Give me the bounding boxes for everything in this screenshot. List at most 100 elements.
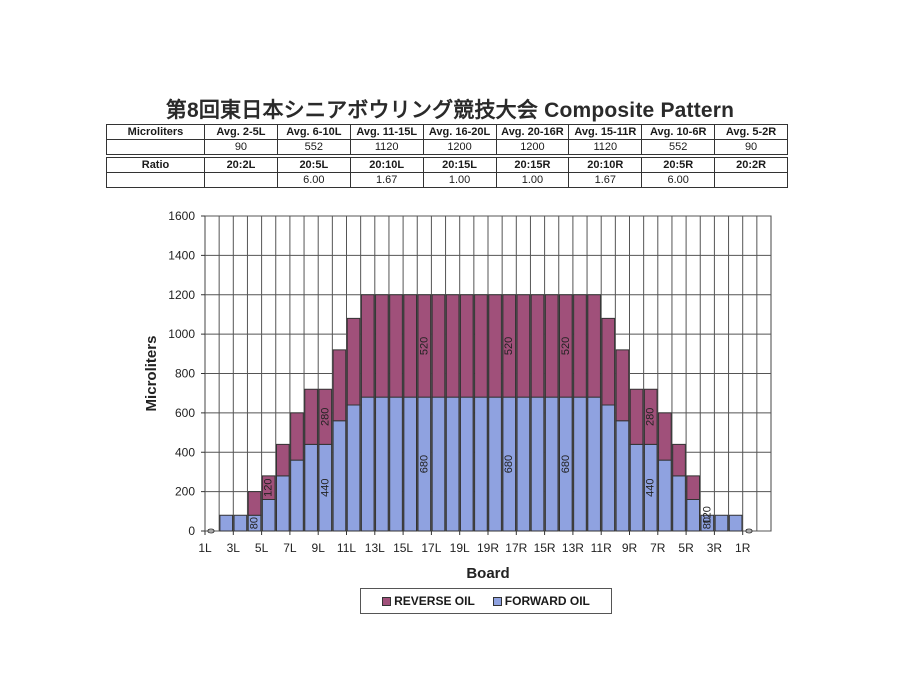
bar-reverse-13R [587,294,601,398]
x-tick-label: 5R [678,541,694,555]
bar-forward-8R [658,459,672,532]
data-label: 520 [503,337,515,355]
zero-value-label: 0 [744,528,755,534]
legend-item-forward: FORWARD OIL [492,594,590,608]
bar-forward-16R [544,396,559,532]
bar-forward-7L [290,459,304,532]
data-label: 440 [319,479,331,497]
table-cell: 552 [641,139,716,155]
bar-forward-3R [728,514,743,532]
bar-reverse-12L [360,294,375,398]
bar-forward-15L [403,396,418,532]
x-tick-label: 1L [198,541,212,555]
x-tick-label: 3R [707,541,723,555]
y-tick-label: 0 [188,524,195,538]
table-row-label: Ratio [106,157,205,173]
bar-forward-14L [389,396,403,532]
bar-reverse-6R [686,475,700,500]
table-row: 90 552 1120 1200 1200 1120 552 90 [106,139,788,155]
x-tick-label: 17L [421,541,441,555]
bar-reverse-18R [516,294,531,398]
table-header-cell: Avg. 20-16R [495,124,570,140]
data-label: 80 [249,517,261,529]
y-tick-label: 1400 [168,248,195,262]
bar-reverse-14R [573,294,587,398]
data-label: 80 [701,517,713,529]
bar-forward-12R [601,404,616,532]
y-tick-label: 1000 [168,327,195,341]
x-tick-label: 7R [650,541,666,555]
data-label: 680 [418,455,430,473]
x-tick-label: 9R [622,541,638,555]
y-tick-label: 600 [175,406,195,420]
legend-swatch-reverse [382,596,392,606]
bar-forward-19L [459,396,474,532]
x-tick-label: 19R [477,541,499,555]
bar-forward-17R [530,396,545,532]
bar-reverse-8L [304,388,318,445]
legend-label-forward: FORWARD OIL [504,594,590,608]
bar-forward-5R [700,514,715,532]
bar-forward-11R [615,420,630,532]
x-tick-label: 15L [393,541,413,555]
data-label: 520 [418,337,430,355]
y-tick-label: 1200 [168,288,195,302]
bar-reverse-7R [672,443,686,477]
bar-reverse-18L [445,294,460,398]
bar-forward-4R [714,514,729,532]
table-cell: 1.00 [422,172,497,188]
bar-reverse-17L [431,294,446,398]
legend-swatch-forward [492,596,502,606]
zero-value-label: 0 [207,528,218,534]
bar-forward-18L [445,396,460,532]
table-cell: 1.00 [495,172,570,188]
bar-reverse-20L [474,294,488,398]
x-tick-label: 11L [337,541,356,555]
x-tick-label: 15R [534,541,556,555]
y-axis-title: Microliters [143,336,160,412]
data-label: 520 [560,337,572,355]
bar-forward-13L [375,396,389,532]
summary-table: Microliters Avg. 2-5L Avg. 6-10L Avg. 11… [106,124,788,188]
data-label: 280 [319,408,331,426]
table-row: Microliters Avg. 2-5L Avg. 6-10L Avg. 11… [106,124,788,140]
bar-reverse-11L [346,317,361,406]
table-row: 6.00 1.67 1.00 1.00 1.67 6.00 [106,172,788,188]
bar-forward-6L [276,475,290,532]
table-cell [106,172,205,188]
bar-reverse-19L [459,294,474,398]
bar-reverse-15R [559,294,573,398]
table-header-cell: 20:10L [349,157,424,173]
bar-reverse-10R [629,388,644,445]
x-tick-label: 7L [283,541,297,555]
table-cell: 1.67 [568,172,643,188]
table-cell [714,172,788,188]
table-header-cell: 20:10R [568,157,643,173]
bar-reverse-5L [261,475,276,500]
bar-forward-5L [261,499,276,532]
bar-forward-13R [587,396,601,532]
x-tick-label: 17R [505,541,527,555]
bar-reverse-19R [502,294,517,398]
table-header-cell: 20:2R [714,157,788,173]
bar-forward-8L [304,443,318,532]
table-cell: 1120 [349,139,424,155]
bar-reverse-7L [290,412,304,461]
bar-forward-20R [488,396,502,532]
bar-forward-14R [573,396,587,532]
bar-forward-11L [346,404,361,532]
bar-reverse-14L [389,294,403,398]
bar-reverse-4L [247,491,262,516]
bar-forward-6R [686,499,700,532]
legend-label-reverse: REVERSE OIL [394,594,475,608]
x-tick-label: 3L [227,541,241,555]
data-label: 120 [701,506,713,524]
table-header-cell: Avg. 6-10L [276,124,351,140]
page-title: 第8回東日本シニアボウリング競技大会 Composite Pattern [165,99,735,122]
bar-forward-2L [219,514,234,532]
bar-forward-3L [233,514,248,532]
data-label: 680 [560,455,572,473]
table-cell: 6.00 [641,172,716,188]
data-label: 280 [645,408,657,426]
